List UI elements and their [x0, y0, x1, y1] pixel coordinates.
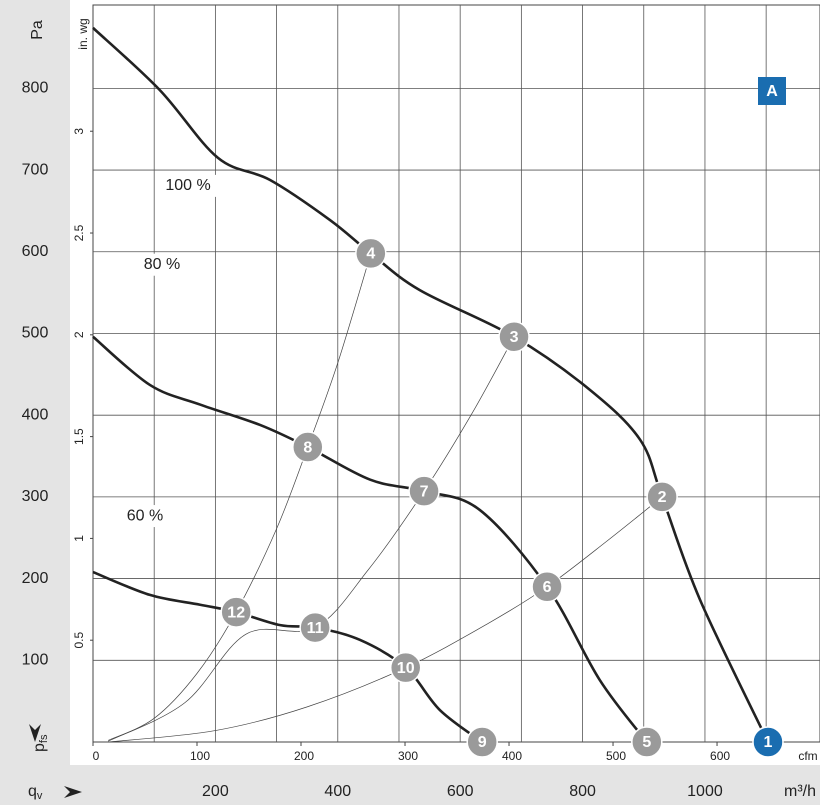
point-label: 7 [420, 483, 429, 500]
operating-point [531, 571, 563, 603]
x-symbol: qv [28, 783, 43, 802]
y2-tick-label: 1 [72, 535, 86, 542]
operating-point [631, 726, 663, 758]
y-tick-label: 400 [22, 406, 49, 423]
y2-tick-label: 3 [72, 128, 86, 135]
point-label: 9 [478, 734, 487, 751]
x-arrow [64, 786, 82, 798]
x-tick-label: 400 [324, 783, 351, 800]
operating-point [498, 320, 530, 353]
y-axis-label: Pa [29, 20, 46, 40]
badge: A [766, 83, 778, 100]
point-label: 1 [764, 734, 773, 751]
point-label: 4 [366, 246, 375, 263]
operating-point [389, 651, 422, 684]
operating-point [466, 726, 498, 758]
point-label: 3 [510, 329, 519, 346]
y-symbol-main: p [31, 743, 48, 752]
y-symbol: pfs [31, 734, 50, 752]
x-tick-label: 800 [569, 783, 596, 800]
system-curve [108, 253, 372, 741]
x2-tick-label: 300 [398, 749, 418, 763]
x2-tick-label: 0 [93, 749, 100, 763]
operating-point [646, 481, 678, 513]
x2-axis-label: cfm [798, 749, 817, 763]
y-tick-label: 200 [22, 570, 49, 587]
operating-point [292, 431, 324, 463]
y2-tick-label: 2 [72, 331, 86, 338]
x-axis-label: m³/h [784, 783, 816, 800]
x-symbol-main: q [28, 783, 37, 800]
y-tick-label: 300 [22, 488, 49, 505]
y-tick-label: 600 [22, 243, 49, 260]
y2-tick-label: 0.5 [72, 632, 86, 649]
point-label: 6 [543, 579, 552, 596]
y-tick-label: 500 [22, 325, 49, 342]
series-label-bg [134, 253, 190, 276]
point-label: 8 [303, 439, 312, 456]
y2-axis-label: in. wg [76, 18, 90, 49]
y2-tick-label: 2.5 [72, 224, 86, 241]
operating-point [355, 237, 387, 270]
series-label: 100 % [165, 177, 210, 194]
y2-tick-label: 1.5 [72, 428, 86, 445]
operating-point [752, 726, 784, 758]
left-band [0, 0, 70, 805]
x-tick-label: 1000 [687, 783, 723, 800]
point-label: 12 [227, 604, 245, 621]
x2-tick-label: 200 [294, 749, 314, 763]
point-label: 10 [397, 660, 415, 677]
x-tick-label: 200 [202, 783, 229, 800]
y-tick-label: 100 [22, 652, 49, 669]
point-label: 2 [658, 489, 667, 506]
x2-tick-label: 600 [710, 749, 730, 763]
y-arrow [29, 724, 41, 742]
x2-tick-label: 100 [190, 749, 210, 763]
series-label-bg [117, 505, 173, 528]
x2-tick-label: 400 [502, 749, 522, 763]
point-label: 5 [642, 734, 651, 751]
y-tick-label: 700 [22, 161, 49, 178]
x2-tick-label: 500 [606, 749, 626, 763]
bottom-band [0, 765, 820, 805]
series-label-bg [160, 174, 216, 197]
point-label: 11 [307, 620, 324, 637]
plot-frame [92, 4, 820, 743]
y-symbol-sub: fs [38, 734, 50, 743]
fan-curve [92, 570, 483, 744]
operating-point [220, 596, 252, 628]
x-tick-label: 600 [447, 783, 474, 800]
series-label: 60 % [127, 507, 163, 524]
fan-curve [92, 26, 770, 743]
system-curve [108, 336, 515, 742]
operating-point [299, 611, 331, 644]
fan-curve [92, 335, 648, 743]
system-curve [108, 496, 663, 743]
y-tick-label: 800 [22, 80, 49, 97]
badge-box [758, 77, 786, 105]
series-label: 80 % [144, 256, 180, 273]
operating-point [408, 475, 440, 507]
x-symbol-sub: v [37, 790, 43, 802]
